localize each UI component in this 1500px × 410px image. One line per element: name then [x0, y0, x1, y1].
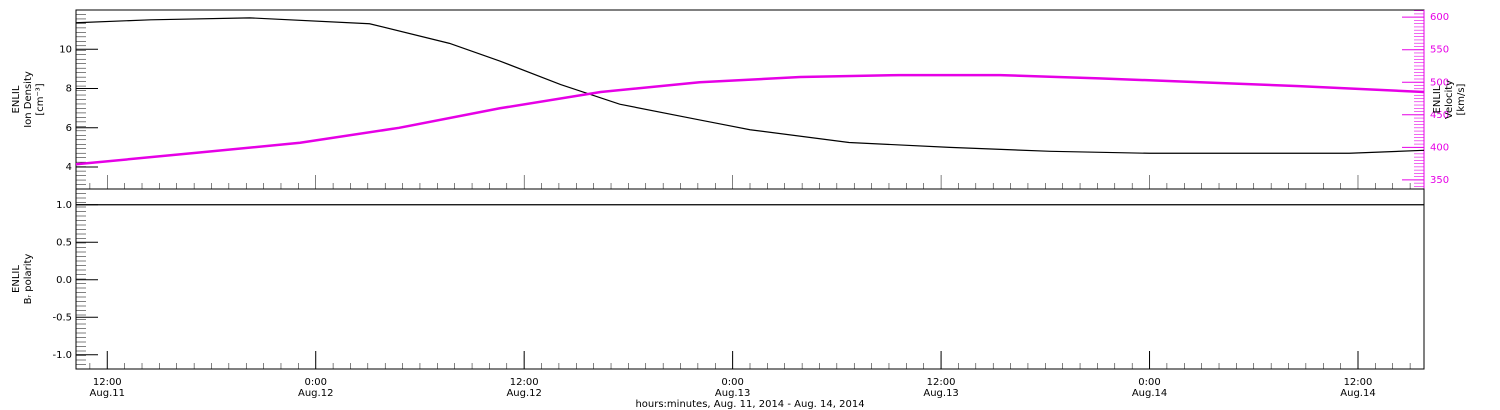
y2-tick-label: 600 — [1430, 12, 1449, 23]
axis-label: Velocity — [1444, 80, 1455, 119]
axis-label: Ion Density — [23, 71, 34, 128]
x-tick-label: 0:00 — [304, 377, 326, 388]
x-tick-label: 12:00 — [927, 377, 956, 388]
y2-tick-label: 450 — [1430, 110, 1449, 121]
axis-label: [km/s] — [1456, 83, 1467, 115]
x-axis-title: hours:minutes, Aug. 11, 2014 - Aug. 14, … — [635, 399, 864, 410]
y-tick-label: -0.5 — [52, 312, 72, 323]
y2-tick-label: 350 — [1430, 175, 1449, 186]
y-tick-label: -1.0 — [52, 350, 72, 361]
plot-frame — [75, 188, 1425, 370]
x-tick-label: 0:00 — [1138, 377, 1160, 388]
x-tick-date: Aug.14 — [1132, 388, 1167, 399]
y-tick-label: 1.0 — [56, 200, 72, 211]
axis-label: Bᵣ polarity — [23, 254, 34, 305]
y-tick-label: 10 — [59, 44, 72, 55]
x-tick-date: Aug.12 — [298, 388, 333, 399]
axis-label: ENLIL — [1432, 85, 1443, 113]
x-tick-label: 12:00 — [1344, 377, 1373, 388]
y2-tick-label: 550 — [1430, 45, 1449, 56]
x-tick-label: 0:00 — [721, 377, 743, 388]
y-tick-label: 0.5 — [56, 237, 72, 248]
x-tick-label: 12:00 — [93, 377, 122, 388]
x-tick-label: 12:00 — [510, 377, 539, 388]
data-line — [75, 73, 1425, 166]
y-tick-label: 6 — [66, 123, 72, 134]
plot-frame — [75, 9, 1425, 190]
data-line — [75, 17, 1425, 154]
x-tick-date: Aug.13 — [715, 388, 750, 399]
y-tick-label: 4 — [66, 162, 72, 173]
x-tick-date: Aug.12 — [506, 388, 541, 399]
y2-tick-label: 400 — [1430, 142, 1449, 153]
y-tick-label: 8 — [66, 84, 72, 95]
x-tick-date: Aug.11 — [90, 388, 125, 399]
y-tick-label: 0.0 — [56, 275, 72, 286]
y2-tick-label: 500 — [1430, 77, 1449, 88]
axis-label: [cm⁻³] — [35, 83, 46, 115]
axis-label: ENLIL — [11, 85, 22, 113]
x-tick-date: Aug.14 — [1340, 388, 1375, 399]
axis-label: ENLIL — [11, 265, 22, 293]
x-tick-date: Aug.13 — [923, 388, 958, 399]
